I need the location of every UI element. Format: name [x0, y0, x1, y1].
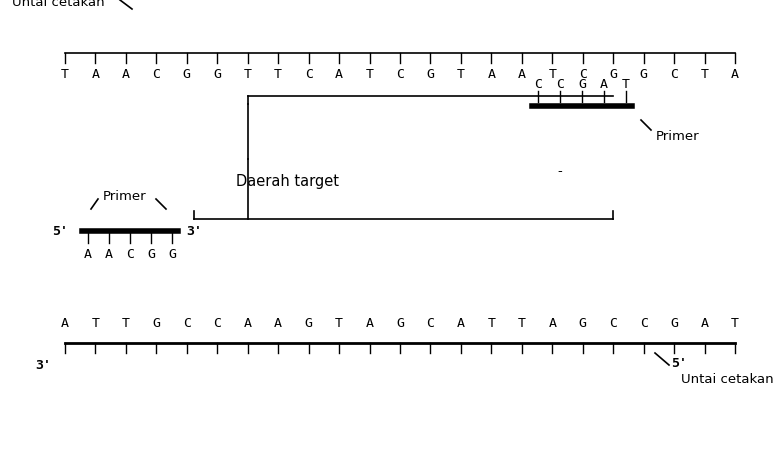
- Text: G: G: [578, 77, 586, 90]
- Text: C: C: [534, 77, 542, 90]
- Text: C: C: [126, 247, 134, 260]
- Text: T: T: [457, 69, 465, 81]
- Text: 5': 5': [52, 225, 68, 238]
- Text: G: G: [305, 317, 313, 330]
- Text: A: A: [731, 69, 739, 81]
- Text: Untai cetakan: Untai cetakan: [12, 0, 105, 9]
- Text: C: C: [556, 77, 564, 90]
- Text: T: T: [548, 69, 556, 81]
- Text: T: T: [61, 69, 69, 81]
- Text: C: C: [670, 69, 678, 81]
- Text: 3': 3': [35, 359, 51, 372]
- Text: T: T: [243, 69, 252, 81]
- Text: T: T: [488, 317, 495, 330]
- Text: A: A: [243, 317, 252, 330]
- Text: A: A: [366, 317, 374, 330]
- Text: G: G: [147, 247, 155, 260]
- Text: G: G: [609, 69, 617, 81]
- Text: G: G: [152, 317, 161, 330]
- Text: Untai cetakan: Untai cetakan: [681, 372, 774, 385]
- Text: G: G: [168, 247, 176, 260]
- Text: 3': 3': [186, 225, 202, 238]
- Text: C: C: [427, 317, 434, 330]
- Text: G: G: [640, 69, 647, 81]
- Text: T: T: [275, 69, 282, 81]
- Text: A: A: [61, 317, 69, 330]
- Text: A: A: [457, 317, 465, 330]
- Text: A: A: [488, 69, 495, 81]
- Text: G: G: [670, 317, 678, 330]
- Text: C: C: [609, 317, 617, 330]
- Text: G: G: [396, 317, 404, 330]
- Text: T: T: [91, 317, 100, 330]
- Text: T: T: [366, 69, 374, 81]
- Text: T: T: [622, 77, 630, 90]
- Text: Primer: Primer: [103, 190, 147, 203]
- Text: C: C: [305, 69, 313, 81]
- Text: A: A: [91, 69, 100, 81]
- Text: G: G: [183, 69, 191, 81]
- Text: A: A: [275, 317, 282, 330]
- Text: -: -: [558, 165, 562, 178]
- Text: A: A: [600, 77, 608, 90]
- Text: T: T: [731, 317, 739, 330]
- Text: A: A: [548, 317, 556, 330]
- Text: C: C: [640, 317, 647, 330]
- Text: C: C: [183, 317, 191, 330]
- Text: C: C: [152, 69, 161, 81]
- Text: A: A: [122, 69, 130, 81]
- Text: A: A: [105, 247, 113, 260]
- Text: T: T: [518, 317, 526, 330]
- Text: A: A: [700, 317, 708, 330]
- Text: G: G: [213, 69, 222, 81]
- Text: G: G: [579, 317, 587, 330]
- Text: G: G: [427, 69, 434, 81]
- Text: A: A: [84, 247, 92, 260]
- Text: Primer: Primer: [656, 130, 700, 143]
- Text: T: T: [335, 317, 343, 330]
- Text: Daerah target: Daerah target: [236, 174, 339, 189]
- Text: T: T: [122, 317, 130, 330]
- Text: C: C: [213, 317, 222, 330]
- Text: T: T: [700, 69, 708, 81]
- Text: A: A: [335, 69, 343, 81]
- Text: C: C: [579, 69, 587, 81]
- Text: A: A: [518, 69, 526, 81]
- Text: 5': 5': [671, 357, 687, 370]
- Text: C: C: [396, 69, 404, 81]
